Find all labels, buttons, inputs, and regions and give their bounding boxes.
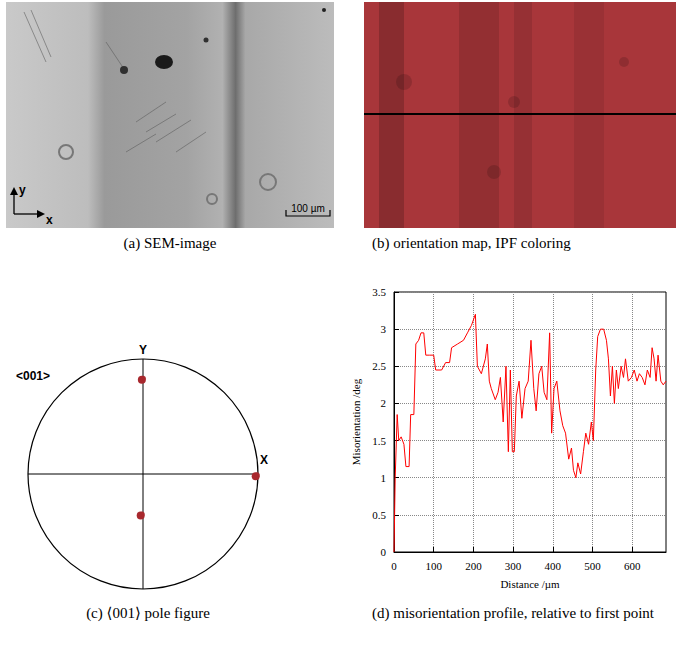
svg-text:500: 500 <box>584 560 601 572</box>
svg-text:400: 400 <box>545 560 562 572</box>
html-text:(a) SEM-image: (a) SEM-image <box>123 235 217 251</box>
html-text:(b) orientation map, IPF color: (b) orientation map, IPF coloring <box>372 235 571 251</box>
svg-text:3.5: 3.5 <box>372 286 386 298</box>
svg-text:100: 100 <box>425 560 442 572</box>
svg-text:1: 1 <box>381 472 387 484</box>
svg-text:300: 300 <box>505 560 522 572</box>
html-text:(c) ⟨001⟩ pole figure: (c) ⟨001⟩ pole figure <box>86 605 210 621</box>
svg-text:<001>: <001> <box>16 369 50 383</box>
svg-text:y: y <box>19 183 26 197</box>
svg-text:600: 600 <box>624 560 641 572</box>
svg-text:Y: Y <box>139 343 147 357</box>
html-text:(d) misorientation profile, re: (d) misorientation profile, relative to … <box>372 605 654 621</box>
svg-text:2.5: 2.5 <box>372 360 386 372</box>
svg-text:0.5: 0.5 <box>372 509 386 521</box>
svg-text:X: X <box>260 453 268 467</box>
svg-text:100 µm: 100 µm <box>291 203 325 214</box>
svg-text:Misorientation /deg: Misorientation /deg <box>350 378 362 465</box>
svg-text:2: 2 <box>381 397 387 409</box>
svg-text:0: 0 <box>391 560 397 572</box>
svg-text:x: x <box>46 213 53 227</box>
svg-text:0: 0 <box>381 546 387 558</box>
svg-text:3: 3 <box>381 323 387 335</box>
svg-text:200: 200 <box>465 560 482 572</box>
svg-text:Distance /µm: Distance /µm <box>500 578 560 590</box>
svg-text:1.5: 1.5 <box>372 435 386 447</box>
